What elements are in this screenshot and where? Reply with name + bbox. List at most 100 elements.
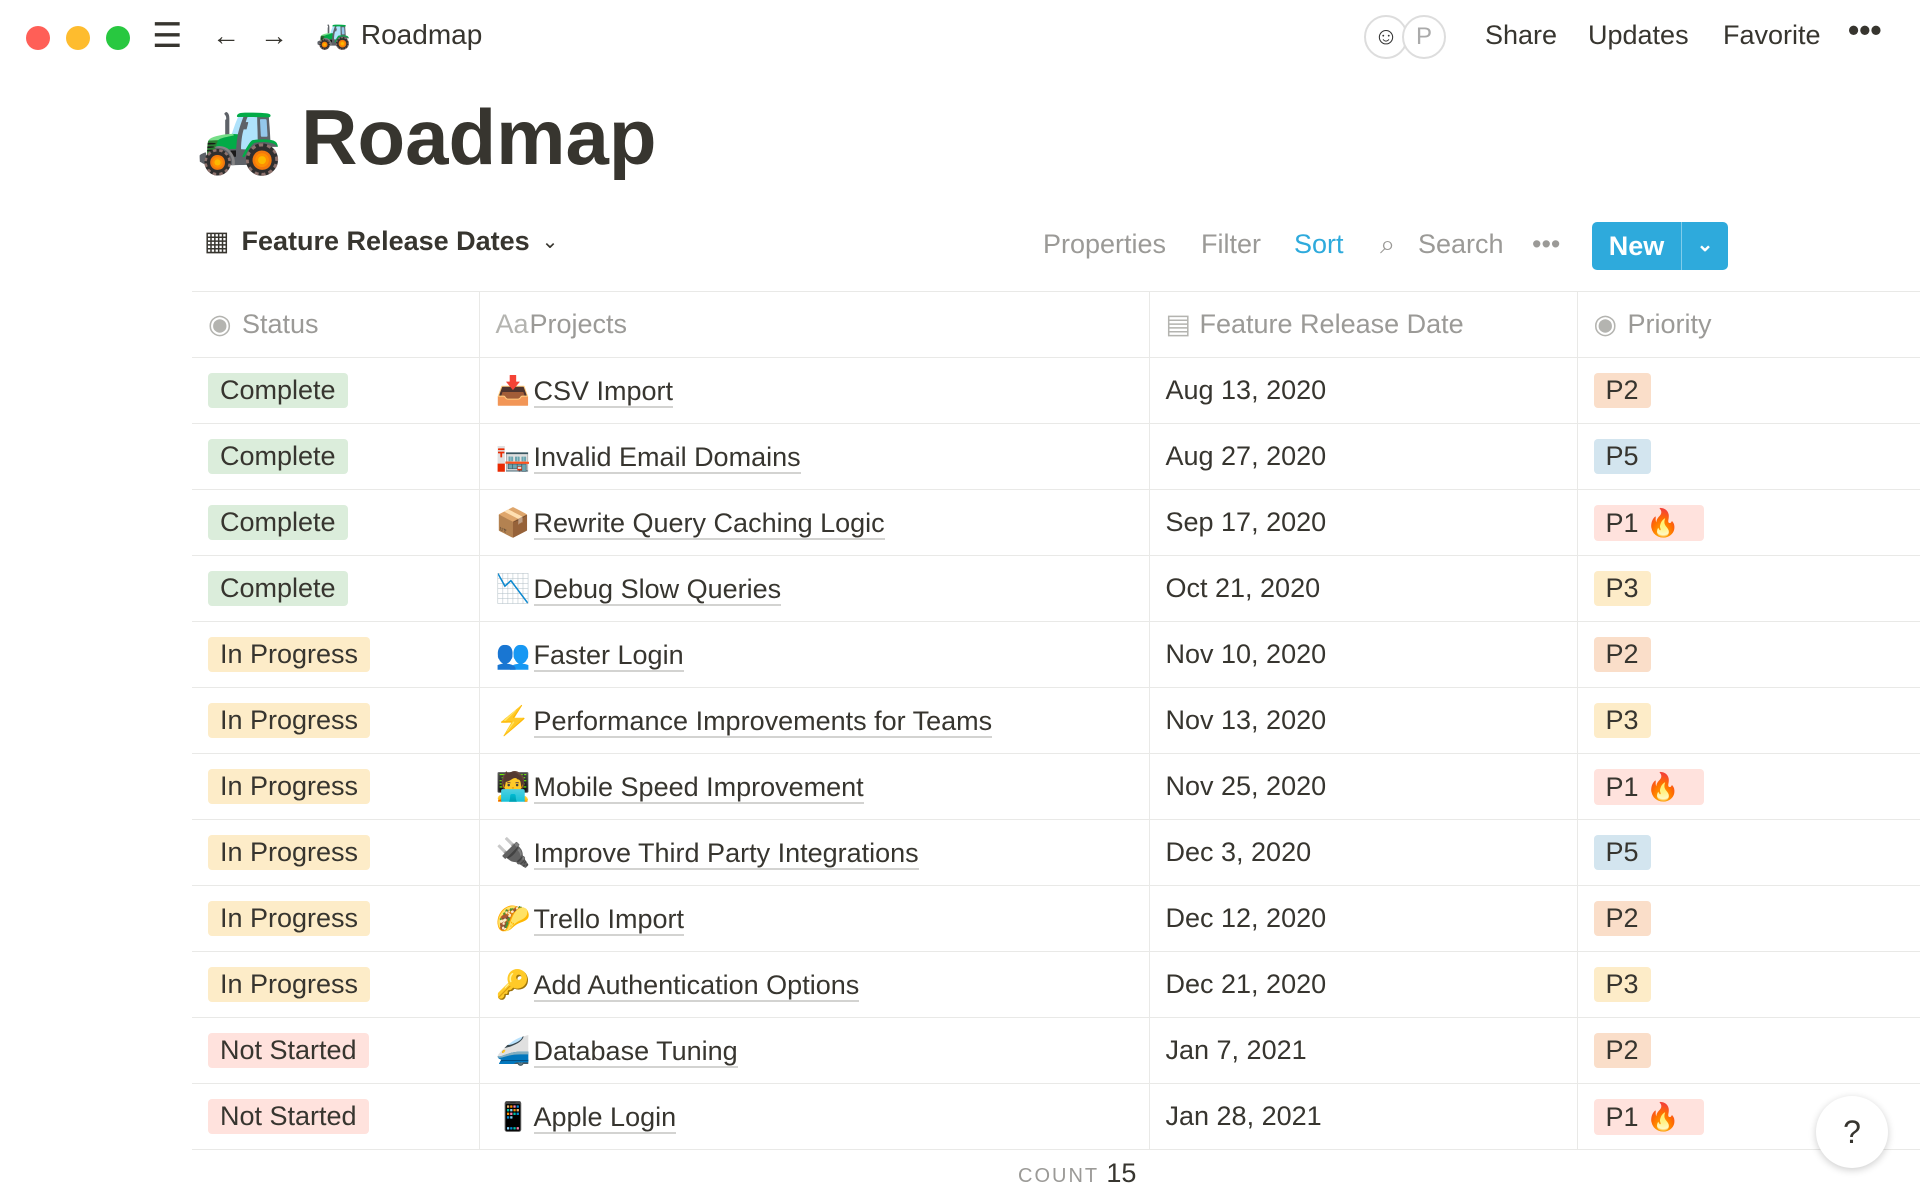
chevron-down-icon[interactable]: ⌄ (1696, 234, 1714, 256)
date-cell[interactable]: Nov 10, 2020 (1148, 621, 1577, 688)
column-projects[interactable]: AaProjects (478, 291, 1149, 358)
avatar[interactable]: ☺ (1364, 15, 1408, 59)
maximize-window-button[interactable] (106, 26, 130, 50)
share-button[interactable]: Share (1485, 20, 1558, 50)
project-cell[interactable]: 🏣 Invalid Email Domains (478, 423, 1149, 490)
table-row[interactable]: Complete 📉 Debug Slow Queries Oct 21, 202… (192, 555, 1920, 622)
updates-button[interactable]: Updates (1588, 20, 1689, 50)
project-cell[interactable]: 🔌 Improve Third Party Integrations (478, 819, 1149, 886)
status-cell[interactable]: In Progress (192, 687, 479, 754)
table-row[interactable]: Complete 🏣 Invalid Email Domains Aug 27, … (192, 423, 1920, 490)
project-cell[interactable]: 📉 Debug Slow Queries (478, 555, 1149, 622)
table-row[interactable]: In Progress 🌮 Trello Import Dec 12, 2020 … (192, 885, 1920, 952)
new-label[interactable]: New (1592, 222, 1682, 270)
status-cell[interactable]: Not Started (192, 1083, 479, 1150)
date-cell[interactable]: Aug 27, 2020 (1148, 423, 1577, 490)
table-row[interactable]: In Progress 🧑‍💻 Mobile Speed Improvement … (192, 753, 1920, 820)
status-cell[interactable]: In Progress (192, 819, 479, 886)
minimize-window-button[interactable] (66, 26, 90, 50)
priority-cell[interactable]: P2 (1576, 885, 1920, 952)
status-cell[interactable]: In Progress (192, 753, 479, 820)
table-row[interactable]: Complete 📦 Rewrite Query Caching Logic Se… (192, 489, 1920, 556)
project-link[interactable]: Database Tuning (533, 1036, 738, 1068)
table-row[interactable]: Not Started 🚄 Database Tuning Jan 7, 2021… (192, 1017, 1920, 1084)
search-icon[interactable]: ⌕ (1380, 229, 1396, 259)
project-link[interactable]: Debug Slow Queries (533, 574, 782, 606)
properties-button[interactable]: Properties (1043, 229, 1167, 259)
project-cell[interactable]: 📦 Rewrite Query Caching Logic (478, 489, 1149, 556)
table-row[interactable]: Complete 📥 CSV Import Aug 13, 2020 P2 (192, 357, 1920, 424)
priority-cell[interactable]: P1 🔥 (1576, 489, 1920, 556)
project-link[interactable]: Invalid Email Domains (533, 442, 801, 474)
more-icon[interactable]: ••• (1848, 12, 1882, 48)
status-cell[interactable]: Complete (192, 423, 479, 490)
avatar-p[interactable]: P (1402, 15, 1446, 59)
status-cell[interactable]: In Progress (192, 885, 479, 952)
priority-cell[interactable]: P2 (1576, 1017, 1920, 1084)
status-cell[interactable]: Complete (192, 357, 479, 424)
status-cell[interactable]: Complete (192, 489, 479, 556)
project-cell[interactable]: 📥 CSV Import (478, 357, 1149, 424)
search-button[interactable]: Search (1418, 229, 1504, 259)
column-priority[interactable]: ◉ Priority (1576, 291, 1920, 358)
favorite-button[interactable]: Favorite (1723, 20, 1821, 50)
priority-cell[interactable]: P2 (1576, 357, 1920, 424)
date-cell[interactable]: Jan 7, 2021 (1148, 1017, 1577, 1084)
table-row[interactable]: Not Started 📱 Apple Login Jan 28, 2021 P1… (192, 1083, 1920, 1150)
table-row[interactable]: In Progress 🔑 Add Authentication Options … (192, 951, 1920, 1018)
priority-cell[interactable]: P2 (1576, 621, 1920, 688)
column-status[interactable]: ◉ Status (192, 291, 479, 358)
table-row[interactable]: In Progress 🔌 Improve Third Party Integra… (192, 819, 1920, 886)
new-button[interactable]: New ⌄ (1592, 222, 1728, 270)
status-cell[interactable]: Complete (192, 555, 479, 622)
project-link[interactable]: Rewrite Query Caching Logic (533, 508, 885, 540)
project-link[interactable]: Improve Third Party Integrations (533, 838, 919, 870)
menu-icon[interactable]: ☰ (152, 17, 183, 55)
date-cell[interactable]: Jan 28, 2021 (1148, 1083, 1577, 1150)
sort-button[interactable]: Sort (1294, 229, 1344, 259)
status-cell[interactable]: In Progress (192, 951, 479, 1018)
date-cell[interactable]: Nov 13, 2020 (1148, 687, 1577, 754)
close-window-button[interactable] (26, 26, 50, 50)
status-cell[interactable]: In Progress (192, 621, 479, 688)
project-cell[interactable]: 📱 Apple Login (478, 1083, 1149, 1150)
view-more-icon[interactable]: ••• (1532, 229, 1561, 259)
table-row[interactable]: In Progress 👥 Faster Login Nov 10, 2020 P… (192, 621, 1920, 688)
date-cell[interactable]: Oct 21, 2020 (1148, 555, 1577, 622)
filter-button[interactable]: Filter (1201, 229, 1261, 259)
project-cell[interactable]: 👥 Faster Login (478, 621, 1149, 688)
priority-cell[interactable]: P1 🔥 (1576, 753, 1920, 820)
table-row[interactable]: In Progress ⚡ Performance Improvements fo… (192, 687, 1920, 754)
priority-cell[interactable]: P5 (1576, 819, 1920, 886)
project-link[interactable]: Mobile Speed Improvement (533, 772, 864, 804)
column-date[interactable]: ▤ Feature Release Date (1148, 291, 1577, 358)
date-cell[interactable]: Nov 25, 2020 (1148, 753, 1577, 820)
project-link[interactable]: CSV Import (533, 376, 674, 408)
project-link[interactable]: Faster Login (533, 640, 684, 672)
date-cell[interactable]: Sep 17, 2020 (1148, 489, 1577, 556)
project-icon: 🏣 (495, 441, 531, 472)
date-cell[interactable]: Aug 13, 2020 (1148, 357, 1577, 424)
project-cell[interactable]: 🧑‍💻 Mobile Speed Improvement (478, 753, 1149, 820)
breadcrumb[interactable]: 🚜 Roadmap (316, 18, 482, 51)
date-cell[interactable]: Dec 21, 2020 (1148, 951, 1577, 1018)
status-cell[interactable]: Not Started (192, 1017, 479, 1084)
project-link[interactable]: Add Authentication Options (533, 970, 860, 1002)
project-cell[interactable]: 🌮 Trello Import (478, 885, 1149, 952)
view-selector[interactable]: ▦ Feature Release Dates ⌄ (204, 226, 558, 257)
forward-arrow-icon[interactable]: → (260, 20, 288, 51)
project-link[interactable]: Trello Import (533, 904, 685, 936)
project-cell[interactable]: 🔑 Add Authentication Options (478, 951, 1149, 1018)
help-button[interactable]: ? (1816, 1096, 1888, 1168)
priority-cell[interactable]: P3 (1576, 555, 1920, 622)
project-link[interactable]: Performance Improvements for Teams (533, 706, 993, 738)
date-cell[interactable]: Dec 3, 2020 (1148, 819, 1577, 886)
date-cell[interactable]: Dec 12, 2020 (1148, 885, 1577, 952)
priority-cell[interactable]: P3 (1576, 951, 1920, 1018)
project-cell[interactable]: ⚡ Performance Improvements for Teams (478, 687, 1149, 754)
priority-cell[interactable]: P3 (1576, 687, 1920, 754)
priority-cell[interactable]: P5 (1576, 423, 1920, 490)
project-cell[interactable]: 🚄 Database Tuning (478, 1017, 1149, 1084)
back-arrow-icon[interactable]: ← (212, 20, 240, 51)
project-link[interactable]: Apple Login (533, 1102, 677, 1134)
